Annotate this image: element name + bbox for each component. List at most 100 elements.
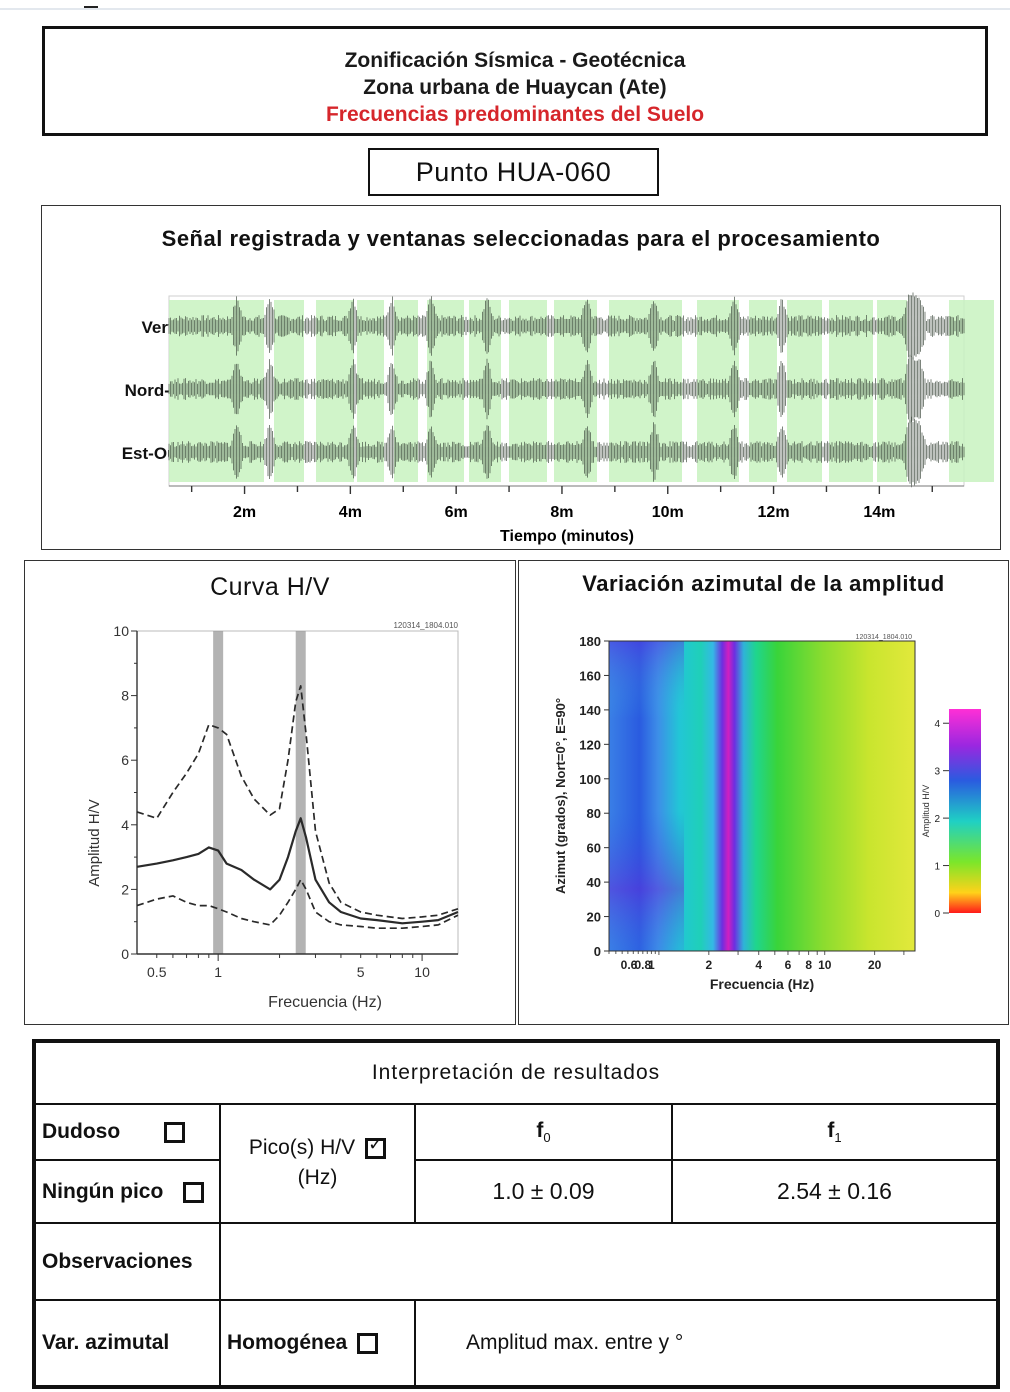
hv-curve-panel: Curva H/V 120314_1804.010 0 2 4 6 8 10 0.5 1 5 10…: [24, 560, 516, 1025]
ningun-pico-checkbox[interactable]: [183, 1181, 205, 1203]
results-title: Interpretación de resultados: [32, 1040, 1000, 1105]
hv-mean-curve: [136, 817, 459, 925]
azimuth-ylabel: Azimut (grados), Nort=0°, E=90°: [553, 698, 568, 894]
report-header: Zonificación Sísmica - Geotécnica Zona u…: [42, 26, 988, 136]
f1-header-cell: f1: [670, 1102, 1000, 1162]
selection-window: [949, 300, 994, 482]
x-tick-label: 0.5: [147, 964, 167, 980]
peak-band: [295, 631, 306, 954]
signal-trace: [168, 416, 965, 488]
time-tick-label: 8m: [550, 504, 573, 521]
az-y-tick-label: 0: [594, 944, 601, 959]
hv-std-curve: [136, 878, 459, 930]
header-line-2: Zona urbana de Huaycan (Ate): [363, 76, 667, 99]
azimuth-heatmap-area: [608, 640, 981, 952]
y-tick-label: 8: [121, 688, 129, 704]
dudoso-checkbox[interactable]: [164, 1121, 185, 1143]
peak-band: [213, 631, 224, 954]
top-rule: [0, 8, 1010, 10]
az-x-tick-label: 6: [785, 958, 792, 972]
time-axis-label: Tiempo (minutos): [500, 528, 634, 545]
time-axis: 2m 4m 6m 8m 10m 12m 14m: [190, 486, 933, 521]
az-y-tick-label: 180: [579, 634, 601, 649]
homogenea-checkbox[interactable]: [357, 1332, 379, 1354]
signal-plot: 2m 4m 6m 8m 10m 12m 14m Tiempo (minutos): [168, 292, 994, 545]
az-y-tick-label: 20: [587, 910, 601, 925]
colorbar-tick-label: 2: [934, 814, 940, 825]
az-x-tick-label: 8: [805, 958, 812, 972]
y-tick-label: 4: [121, 817, 129, 833]
az-x-tick-label: 2: [706, 958, 713, 972]
signal-trace: [168, 354, 965, 424]
colorbar-tick-label: 3: [934, 767, 940, 778]
time-tick-label: 10m: [652, 504, 684, 521]
time-tick-label: 6m: [445, 504, 468, 521]
time-tick-label: 12m: [758, 504, 790, 521]
signal-title: Señal registrada y ventanas seleccionada…: [161, 226, 881, 251]
signal-trace: [168, 292, 965, 360]
dudoso-label: Dudoso: [42, 1120, 121, 1144]
y-tick-label: 2: [121, 881, 129, 897]
az-y-tick-label: 100: [579, 772, 601, 787]
selection-window: [357, 300, 384, 482]
corner-mark: [84, 6, 98, 8]
azimuth-panel: Variación azimutal de la amplitud: [518, 560, 1009, 1025]
observaciones-label: Observaciones: [33, 1222, 221, 1301]
azimuth-xlabel: Frecuencia (Hz): [710, 976, 814, 992]
y-tick-label: 10: [113, 623, 129, 639]
az-x-tick-label: 10: [818, 958, 832, 972]
x-tick-label: 10: [414, 964, 430, 980]
hv-file-tag: 120314_1804.010: [393, 621, 458, 630]
az-y-tick-label: 120: [579, 737, 601, 752]
f0-subscript: 0: [543, 1130, 551, 1146]
az-x-tick-label: 0.6: [621, 958, 638, 972]
time-tick-label: 14m: [863, 504, 895, 521]
colorbar-tick-label: 0: [934, 909, 940, 920]
f0-value: 1.0 ± 0.09: [414, 1159, 673, 1225]
f0-header-cell: f0: [414, 1102, 673, 1162]
azimuth-file-tag: 120314_1804.010: [856, 634, 913, 641]
az-y-tick-label: 40: [587, 875, 601, 890]
homogenea-cell: Homogénea: [219, 1298, 416, 1389]
f0-header: f: [536, 1118, 544, 1142]
var-azimutal-label: Var. azimutal: [33, 1298, 221, 1389]
picos-checkbox[interactable]: [365, 1134, 387, 1160]
hv-ylabel: Amplitud H/V: [86, 799, 103, 887]
az-x-tick-label: 1: [648, 958, 655, 972]
header-line-1: Zonificación Sísmica - Geotécnica: [344, 49, 686, 72]
amplitud-max-text: Amplitud max. entre y °: [413, 1298, 1000, 1389]
az-x-tick-label: 0.8: [635, 958, 652, 972]
point-id-box: Punto HUA-060: [368, 148, 659, 196]
ningun-pico-label: Ningún pico: [42, 1179, 164, 1203]
results-table: Interpretación de resultados Dudoso Pico…: [32, 1039, 1001, 1389]
az-x-tick-label: 4: [755, 958, 762, 972]
az-y-tick-label: 60: [587, 841, 601, 856]
az-y-tick-label: 80: [587, 806, 601, 821]
az-y-tick-label: 140: [579, 703, 601, 718]
y-tick-label: 0: [121, 946, 129, 962]
hv-plot-area: 0 2 4 6 8 10 0.5 1 5 10: [113, 623, 459, 980]
hv-title: Curva H/V: [210, 573, 330, 601]
y-tick-label: 6: [121, 752, 129, 768]
signal-panel: Señal registrada y ventanas seleccionada…: [41, 205, 1001, 550]
hv-chart: 120314_1804.010 0 2 4 6 8 10 0.5 1 5 10 Frecuenci…: [86, 621, 459, 1011]
f1-value: 2.54 ± 0.16: [670, 1159, 1000, 1225]
picos-label: Pico(s) H/V: [248, 1136, 356, 1160]
colorbar: [949, 709, 981, 913]
time-tick-label: 4m: [339, 504, 362, 521]
f1-header: f: [827, 1118, 835, 1142]
homogenea-label: Homogénea: [227, 1330, 348, 1354]
signal-traces: [168, 292, 965, 488]
colorbar-tick-label: 4: [934, 719, 940, 730]
colorbar-tick-label: 1: [934, 862, 940, 873]
colorbar-label: Amplitud H/V: [921, 785, 931, 838]
x-tick-label: 5: [357, 964, 365, 980]
f1-subscript: 1: [834, 1130, 842, 1146]
x-tick-label: 1: [214, 964, 222, 980]
picos-cell: Pico(s) H/V (Hz): [219, 1102, 416, 1225]
hv-std-curve: [136, 685, 459, 920]
time-tick-label: 2m: [233, 504, 256, 521]
observaciones-field[interactable]: [218, 1222, 1000, 1301]
heatmap-low-frequency-lobe: [609, 641, 684, 951]
